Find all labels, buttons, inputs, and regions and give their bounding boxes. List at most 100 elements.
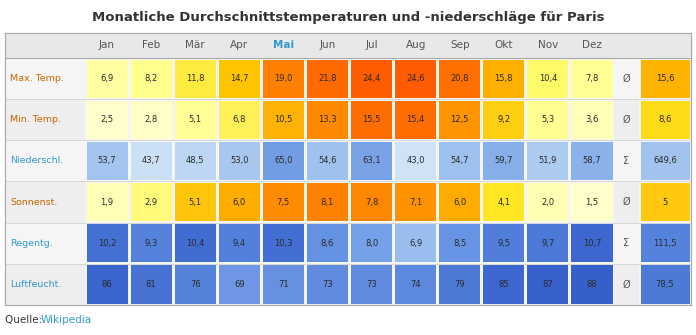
Text: 9,4: 9,4 (232, 239, 246, 248)
Text: Dez: Dez (582, 41, 602, 51)
Bar (395, 265, 436, 304)
Text: 5,1: 5,1 (189, 198, 202, 207)
Text: 3,6: 3,6 (585, 115, 599, 124)
Bar (131, 100, 172, 139)
Bar (5, 33, 691, 305)
Text: 1,9: 1,9 (100, 198, 113, 207)
Text: Niederschl.: Niederschl. (10, 156, 63, 165)
Text: 54,7: 54,7 (450, 156, 469, 165)
Bar (307, 142, 348, 180)
Bar (528, 265, 569, 304)
Bar (263, 224, 304, 262)
Text: 6,0: 6,0 (232, 198, 246, 207)
Bar (219, 100, 260, 139)
Text: 6,0: 6,0 (453, 198, 466, 207)
Bar (131, 265, 172, 304)
Text: 24,4: 24,4 (363, 74, 381, 83)
Text: Sonnenst.: Sonnenst. (10, 198, 57, 207)
Bar (263, 183, 304, 221)
Text: Ø: Ø (623, 74, 631, 84)
Bar (528, 183, 569, 221)
Text: Aug: Aug (406, 41, 426, 51)
Bar (86, 183, 127, 221)
Text: 76: 76 (190, 280, 200, 289)
Text: 43,0: 43,0 (406, 156, 425, 165)
Bar (439, 142, 480, 180)
Bar (307, 183, 348, 221)
Text: Min. Temp.: Min. Temp. (10, 115, 61, 124)
Bar (614, 140, 639, 182)
Bar (5, 140, 85, 182)
Bar (351, 183, 392, 221)
Bar (219, 265, 260, 304)
Text: 63,1: 63,1 (362, 156, 381, 165)
Text: 71: 71 (278, 280, 289, 289)
Bar (640, 265, 690, 304)
Bar (131, 142, 172, 180)
Bar (640, 60, 690, 98)
Bar (614, 223, 639, 264)
Text: 21,8: 21,8 (318, 74, 337, 83)
Text: 65,0: 65,0 (274, 156, 292, 165)
Bar (351, 100, 392, 139)
Text: 10,4: 10,4 (539, 74, 557, 83)
Text: 10,7: 10,7 (583, 239, 601, 248)
Bar (439, 224, 480, 262)
Text: 649,6: 649,6 (653, 156, 677, 165)
Text: 9,2: 9,2 (497, 115, 510, 124)
Bar (219, 224, 260, 262)
Text: 24,6: 24,6 (406, 74, 425, 83)
Bar (351, 265, 392, 304)
Bar (307, 100, 348, 139)
Bar (219, 183, 260, 221)
Text: 54,6: 54,6 (318, 156, 337, 165)
Bar (439, 100, 480, 139)
Text: Σ: Σ (624, 238, 630, 248)
Text: 10,3: 10,3 (274, 239, 292, 248)
Text: 8,5: 8,5 (453, 239, 466, 248)
Bar (263, 265, 304, 304)
Text: 14,7: 14,7 (230, 74, 248, 83)
Bar (86, 142, 127, 180)
Text: Nov: Nov (538, 41, 558, 51)
Text: 7,5: 7,5 (277, 198, 290, 207)
Text: 58,7: 58,7 (583, 156, 601, 165)
Bar (528, 142, 569, 180)
Text: 20,8: 20,8 (450, 74, 469, 83)
Text: 8,6: 8,6 (658, 115, 672, 124)
Text: 73: 73 (366, 280, 377, 289)
Bar (175, 60, 216, 98)
Bar (351, 142, 392, 180)
Text: Monatliche Durchschnittstemperaturen und -niederschläge für Paris: Monatliche Durchschnittstemperaturen und… (92, 10, 604, 23)
Text: 15,8: 15,8 (495, 74, 513, 83)
Text: 53,0: 53,0 (230, 156, 248, 165)
Text: 19,0: 19,0 (274, 74, 292, 83)
Text: Jun: Jun (319, 41, 335, 51)
Bar (571, 142, 612, 180)
Bar (571, 183, 612, 221)
Bar (131, 183, 172, 221)
Bar (351, 224, 392, 262)
Bar (483, 60, 524, 98)
Bar (5, 58, 85, 99)
Text: 81: 81 (146, 280, 157, 289)
Text: Apr: Apr (230, 41, 248, 51)
Text: 6,8: 6,8 (232, 115, 246, 124)
Text: 43,7: 43,7 (142, 156, 161, 165)
Text: 8,0: 8,0 (365, 239, 378, 248)
Text: 8,6: 8,6 (321, 239, 334, 248)
Text: 1,5: 1,5 (585, 198, 599, 207)
Text: 73: 73 (322, 280, 333, 289)
Text: 2,9: 2,9 (145, 198, 158, 207)
Text: 2,8: 2,8 (145, 115, 158, 124)
Bar (571, 224, 612, 262)
Bar (483, 142, 524, 180)
Text: 10,5: 10,5 (274, 115, 292, 124)
Bar (571, 60, 612, 98)
Bar (175, 142, 216, 180)
Bar (175, 100, 216, 139)
Bar (5, 33, 691, 58)
Bar (86, 265, 127, 304)
Text: 12,5: 12,5 (450, 115, 469, 124)
Text: 88: 88 (587, 280, 597, 289)
